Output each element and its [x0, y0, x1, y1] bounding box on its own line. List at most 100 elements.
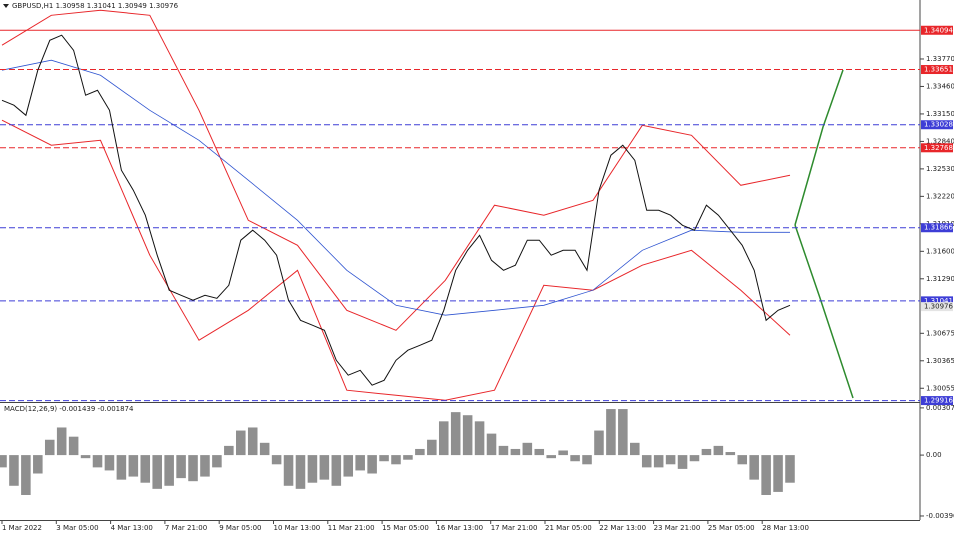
macd-bar [427, 439, 437, 456]
macd-bar [259, 442, 270, 456]
x-tick-label: 3 Mar 05:00 [56, 524, 98, 532]
macd-bar [212, 455, 222, 468]
price-line [1, 34, 791, 386]
macd-bar [486, 433, 497, 456]
macd-bar [9, 455, 19, 486]
macd-bar [391, 455, 401, 465]
x-tick-label: 15 Mar 05:00 [382, 524, 429, 532]
level-label-box [921, 143, 953, 153]
current-price-box [921, 302, 953, 312]
macd-bar [570, 455, 580, 462]
macd-label: MACD(12,26,9) -0.001439 -0.001874 [4, 405, 134, 413]
x-tick-label: 16 Mar 13:00 [436, 524, 483, 532]
macd-bar [104, 455, 115, 471]
macd-bar [546, 455, 556, 459]
macd-bar [355, 455, 365, 471]
macd-bar [176, 455, 186, 479]
macd-bar [188, 455, 198, 482]
level-label: 1.33028 [924, 121, 953, 129]
macd-bar [307, 455, 318, 483]
current-price-label: 1.30976 [924, 303, 953, 311]
macd-bar [367, 455, 377, 474]
macd-bar [725, 452, 736, 456]
macd-bar [92, 455, 103, 468]
y-tick-label: 1.31600 [926, 247, 954, 255]
macd-bar [785, 455, 795, 483]
level-label-box [921, 25, 953, 35]
macd-bar [271, 455, 282, 465]
moving-average [1, 59, 790, 316]
macd-bar [462, 415, 473, 456]
level-label: 1.31041 [924, 297, 953, 305]
macd-bar [677, 455, 688, 469]
macd-bar [689, 455, 700, 462]
macd-bar [403, 455, 413, 460]
menu-arrow[interactable] [3, 4, 9, 8]
level-label: 1.29916 [924, 397, 953, 405]
y-tick-label: 1.33150 [926, 110, 954, 118]
macd-bar [343, 455, 354, 477]
x-tick-label: 21 Mar 05:00 [545, 524, 592, 532]
y-tick-label: 1.30675 [926, 329, 954, 337]
macd-bar [0, 455, 7, 468]
macd-bar [44, 439, 55, 456]
macd-bar [737, 455, 748, 465]
macd-bar [295, 455, 306, 489]
level-label: 1.31866 [924, 224, 953, 232]
macd-bar [713, 445, 724, 456]
macd-bar [701, 448, 712, 456]
symbol-header: GBPUSD,H1 1.30958 1.31041 1.30949 1.3097… [12, 2, 179, 10]
macd-bar [438, 421, 449, 456]
x-tick-label: 7 Mar 21:00 [165, 524, 207, 532]
macd-bar [558, 450, 568, 456]
macd-bar [749, 455, 759, 480]
y-tick-label: 1.30055 [926, 384, 954, 392]
macd-bar [80, 455, 91, 459]
x-tick-label: 1 Mar 2022 [2, 524, 42, 532]
x-tick-label: 28 Mar 13:00 [762, 524, 809, 532]
macd-bar [56, 427, 67, 456]
macd-bar [498, 445, 509, 456]
level-label: 1.34094 [924, 26, 953, 34]
macd-bar [116, 455, 127, 480]
macd-bar [594, 430, 604, 456]
macd-bar [128, 455, 139, 477]
macd-bar [68, 436, 79, 456]
macd-bar [247, 427, 258, 456]
macd-bar [164, 455, 174, 486]
y-tick-label: 1.30365 [926, 357, 954, 365]
band-upper [1, 9, 791, 331]
level-label-box [921, 296, 953, 306]
band-lower [1, 119, 791, 401]
level-label-box [921, 65, 953, 75]
level-label-box [921, 223, 953, 233]
macd-bar [379, 455, 389, 462]
macd-bar [522, 442, 533, 456]
macd-bar [630, 442, 640, 456]
macd-bar [773, 455, 783, 492]
macd-bar [152, 455, 162, 489]
x-tick-label: 25 Mar 05:00 [708, 524, 755, 532]
macd-bar [21, 455, 31, 495]
x-tick-label: 4 Mar 13:00 [111, 524, 153, 532]
macd-bar [534, 448, 545, 456]
x-tick-label: 17 Mar 21:00 [491, 524, 538, 532]
macd-tick-label: 0.00 [926, 451, 942, 459]
macd-bar [200, 455, 210, 477]
x-tick-label: 11 Mar 21:00 [328, 524, 375, 532]
level-label: 1.32768 [924, 144, 953, 152]
x-tick-label: 23 Mar 21:00 [654, 524, 701, 532]
level-label-box [921, 120, 953, 130]
forecast-arrow [794, 69, 844, 226]
macd-tick-label: -0.003968 [926, 512, 954, 520]
macd-bar [224, 445, 234, 456]
macd-bar [665, 455, 676, 465]
macd-bar [582, 455, 592, 465]
macd-bar [450, 412, 461, 456]
macd-bar [653, 455, 664, 468]
macd-bar [761, 455, 771, 495]
y-tick-label: 1.32840 [926, 137, 954, 145]
y-tick-label: 1.32220 [926, 192, 954, 200]
